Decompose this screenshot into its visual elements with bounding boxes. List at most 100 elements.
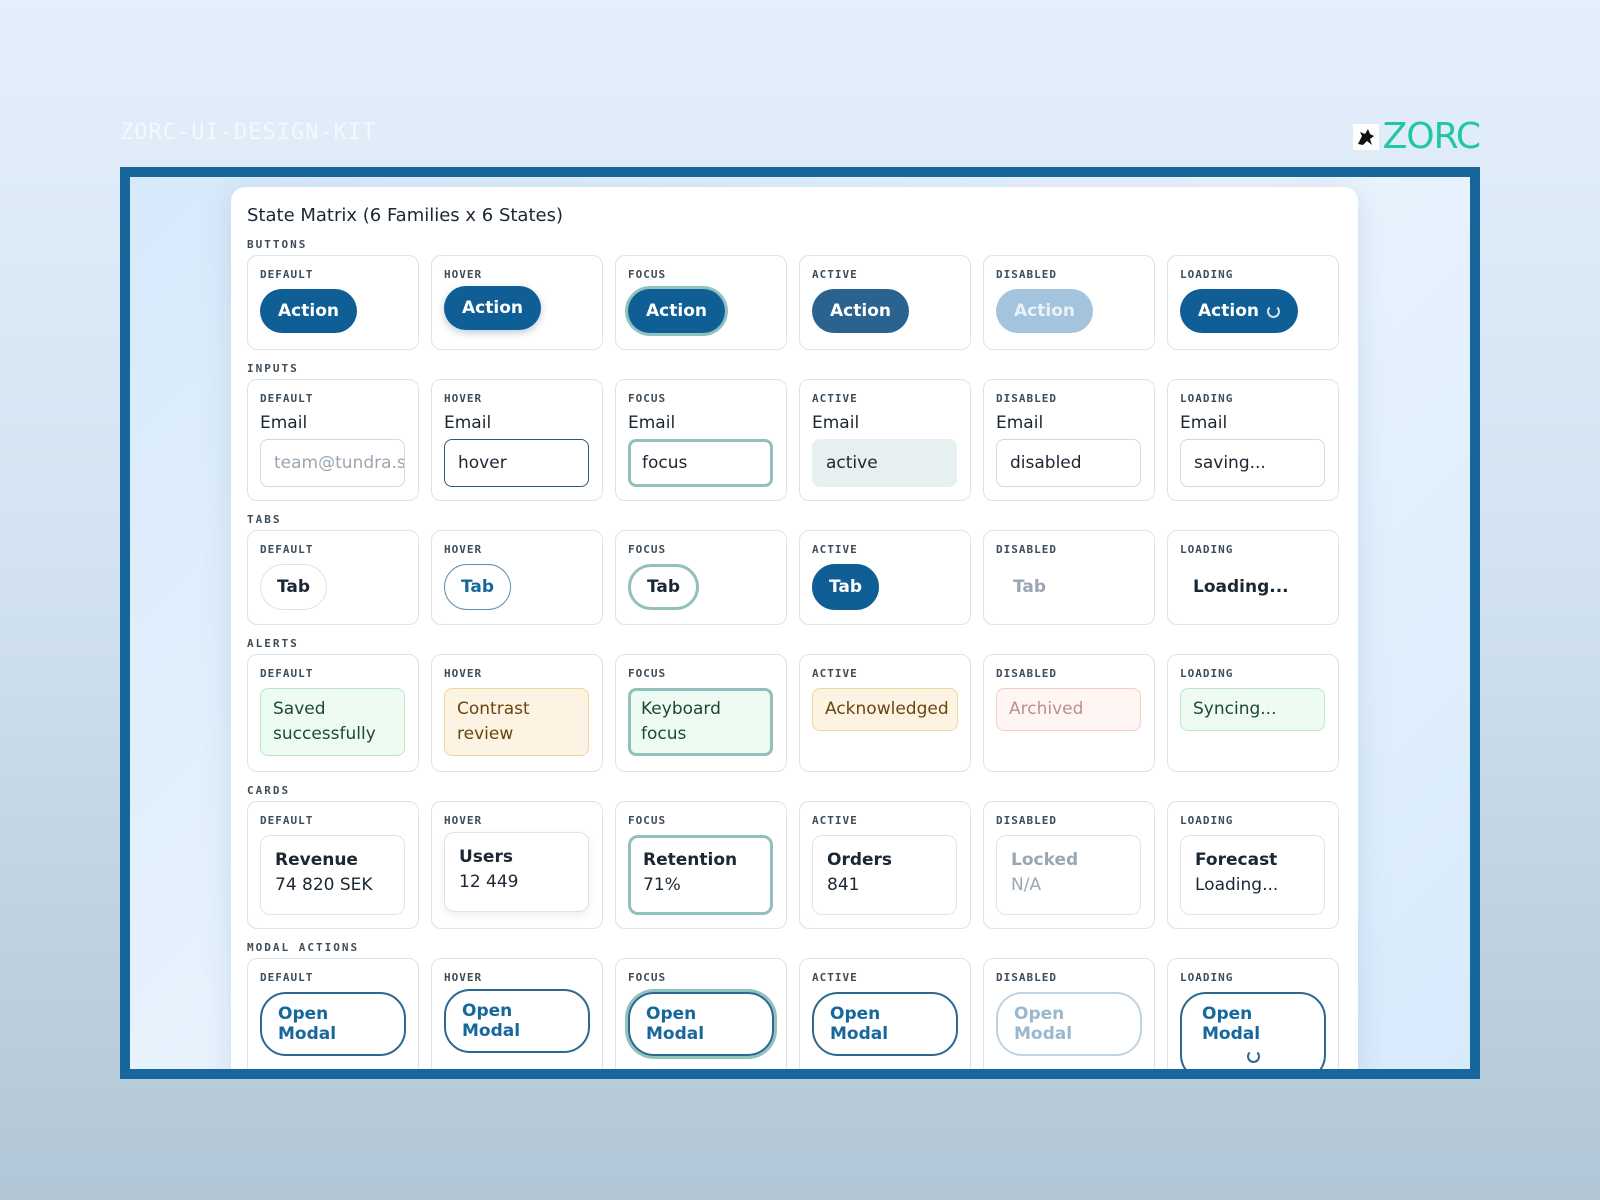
text-input[interactable]: active — [812, 439, 957, 487]
family-label: INPUTS — [247, 362, 299, 375]
logo-icon — [1352, 123, 1379, 150]
alert: Syncing... — [1180, 688, 1325, 731]
state-label: HOVER — [444, 392, 483, 405]
modal-button[interactable]: Open Modal — [628, 992, 774, 1056]
stat-card[interactable]: Orders 841 — [812, 835, 957, 915]
input-label: Email — [444, 413, 492, 433]
family-label: ALERTS — [247, 637, 299, 650]
state-label: DEFAULT — [260, 392, 314, 405]
state-label: DEFAULT — [260, 268, 314, 281]
state-cell: LOADING Email saving... — [1167, 379, 1339, 501]
card-title: Retention — [643, 850, 738, 870]
action-button[interactable]: Action — [628, 289, 725, 333]
input-label: Email — [996, 413, 1044, 433]
input-label: Email — [260, 413, 308, 433]
text-input[interactable]: hover — [444, 439, 589, 487]
state-row: DEFAULT Email team@tundra.se HOVER Email hove… — [247, 379, 1342, 501]
button-text: Open Modal — [830, 1004, 889, 1044]
family-label: BUTTONS — [247, 238, 308, 251]
state-cell: ACTIVE Open Modal — [799, 958, 971, 1069]
state-cell: LOADING Action — [1167, 255, 1339, 350]
modal-button[interactable]: Open Modal — [1180, 992, 1326, 1069]
card-title: Locked — [1011, 850, 1079, 870]
state-cell: LOADING Syncing... — [1167, 654, 1339, 772]
button-text: Action — [1014, 301, 1075, 321]
button-text: Open Modal — [1014, 1004, 1073, 1044]
action-button[interactable]: Action — [1180, 289, 1298, 333]
state-label: HOVER — [444, 543, 483, 556]
state-cell: DISABLED Tab — [983, 530, 1155, 625]
action-button[interactable]: Action — [444, 286, 541, 330]
panel-title: State Matrix (6 Families x 6 States) — [247, 205, 563, 226]
state-cell: HOVER Email hover — [431, 379, 603, 501]
state-cell: ACTIVE Action — [799, 255, 971, 350]
alert: Contrast review — [444, 688, 589, 756]
state-cell: HOVER Contrast review — [431, 654, 603, 772]
state-label: LOADING — [1180, 667, 1234, 680]
state-label: FOCUS — [628, 971, 667, 984]
state-cell: HOVER Open Modal — [431, 958, 603, 1069]
text-input[interactable]: focus — [628, 439, 773, 487]
family-label: CARDS — [247, 784, 291, 797]
stat-card[interactable]: Revenue 74 820 SEK — [260, 835, 405, 915]
input-label: Email — [1180, 413, 1228, 433]
state-cell: ACTIVE Orders 841 — [799, 801, 971, 929]
state-label: HOVER — [444, 814, 483, 827]
tab[interactable]: Loading... — [1193, 577, 1289, 597]
alert: Keyboard focus — [628, 688, 773, 756]
state-cell: DEFAULT Email team@tundra.se — [247, 379, 419, 501]
state-cell: FOCUS Email focus — [615, 379, 787, 501]
state-label: FOCUS — [628, 268, 667, 281]
state-label: DISABLED — [996, 392, 1057, 405]
panel: State Matrix (6 Families x 6 States) BUT… — [231, 187, 1358, 1069]
state-cell: FOCUS Action — [615, 255, 787, 350]
button-text: Open Modal — [462, 1001, 521, 1041]
state-cell: LOADING Open Modal — [1167, 958, 1339, 1069]
state-cell: FOCUS Tab — [615, 530, 787, 625]
state-cell: DISABLED Archived — [983, 654, 1155, 772]
tab[interactable]: Tab — [812, 564, 880, 610]
modal-button: Open Modal — [996, 992, 1142, 1056]
tab[interactable]: Tab — [628, 564, 700, 610]
state-cell: DISABLED Open Modal — [983, 958, 1155, 1069]
state-row: DEFAULT Action HOVER Action FOCUS Action ACTIV… — [247, 255, 1342, 350]
modal-button[interactable]: Open Modal — [260, 992, 406, 1056]
state-cell: ACTIVE Email active — [799, 379, 971, 501]
stat-card[interactable]: Forecast Loading... — [1180, 835, 1325, 915]
action-button[interactable]: Action — [260, 289, 357, 333]
card-title: Forecast — [1195, 850, 1278, 870]
text-input[interactable]: saving... — [1180, 439, 1325, 487]
tab[interactable]: Tab — [444, 564, 512, 610]
state-row: DEFAULT Tab HOVER Tab FOCUS Tab ACTIVE Tab DISAB… — [247, 530, 1342, 625]
state-cell: DEFAULT Revenue 74 820 SEK — [247, 801, 419, 929]
state-cell: LOADING Forecast Loading... — [1167, 801, 1339, 929]
state-cell: FOCUS Open Modal — [615, 958, 787, 1069]
state-label: HOVER — [444, 667, 483, 680]
state-label: ACTIVE — [812, 392, 858, 405]
stat-card[interactable]: Users 12 449 — [444, 832, 589, 912]
state-label: DEFAULT — [260, 814, 314, 827]
state-label: DISABLED — [996, 814, 1057, 827]
state-label: FOCUS — [628, 392, 667, 405]
stat-card[interactable]: Retention 71% — [628, 835, 773, 915]
state-label: ACTIVE — [812, 268, 858, 281]
text-input: disabled — [996, 439, 1141, 487]
state-label: ACTIVE — [812, 971, 858, 984]
family-label: MODAL ACTIONS — [247, 941, 360, 954]
card-value: Loading... — [1195, 875, 1279, 895]
action-button[interactable]: Action — [812, 289, 909, 333]
modal-button[interactable]: Open Modal — [444, 989, 590, 1053]
modal-button[interactable]: Open Modal — [812, 992, 958, 1056]
button-text: Action — [646, 301, 707, 321]
button-text: Action — [1198, 301, 1259, 321]
spinner — [1246, 1050, 1260, 1063]
alert: Acknowledged — [812, 688, 958, 731]
state-label: DEFAULT — [260, 543, 314, 556]
state-label: HOVER — [444, 971, 483, 984]
state-label: ACTIVE — [812, 543, 858, 556]
card-value: 841 — [827, 875, 860, 895]
text-input[interactable]: team@tundra.se — [260, 439, 405, 487]
card-title: Revenue — [275, 850, 358, 870]
tab[interactable]: Tab — [260, 564, 328, 610]
frame: State Matrix (6 Families x 6 States) BUT… — [120, 167, 1480, 1079]
